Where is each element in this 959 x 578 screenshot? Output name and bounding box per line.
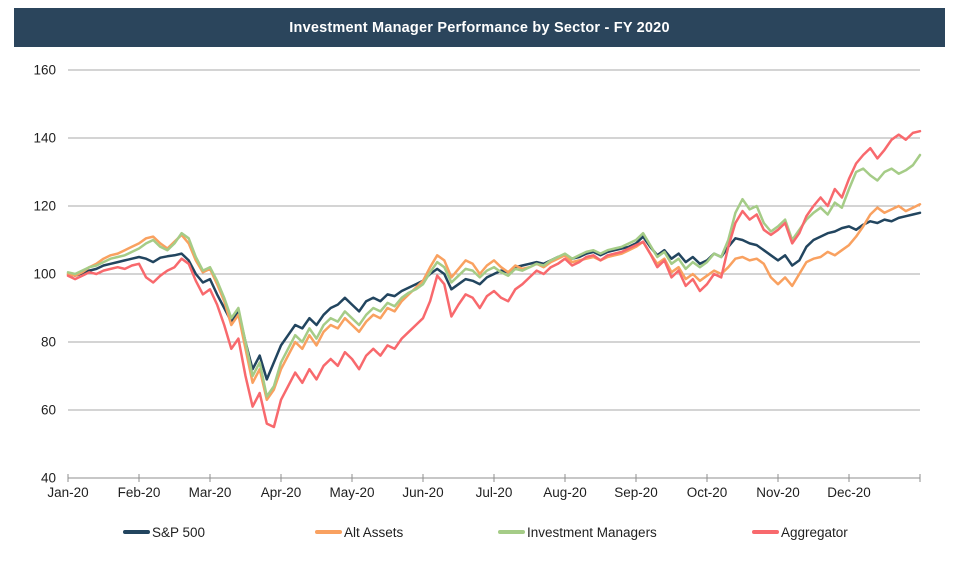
- series-line-investment-managers: [66, 153, 922, 398]
- legend-label: Aggregator: [781, 524, 848, 540]
- x-axis-tick-label: Jan-20: [47, 485, 88, 500]
- chart-title: Investment Manager Performance by Sector…: [289, 19, 670, 36]
- x-axis-tick-label: Sep-20: [614, 485, 658, 500]
- x-axis-tick-label: Mar-20: [189, 485, 232, 500]
- x-axis-tick-label: Feb-20: [118, 485, 161, 500]
- line-chart-plot: 40 60 80 100 120 140 160 Jan-20 Feb-20 Mar-20 Apr-…: [33, 63, 922, 500]
- y-axis-tick-label: 60: [41, 403, 56, 418]
- chart-legend: S&P 500 Alt Assets Investment Managers Aggr…: [0, 521, 959, 545]
- y-axis-tick-label: 120: [33, 199, 56, 214]
- x-axis-tick-label: Jul-20: [476, 485, 513, 500]
- legend-label: Investment Managers: [527, 524, 657, 540]
- legend-swatch: [315, 530, 342, 534]
- legend-item-s-p-500: S&P 500: [123, 521, 205, 543]
- y-axis-tick-label: 100: [33, 267, 56, 282]
- legend-swatch: [123, 530, 150, 534]
- x-axis-tick-label: Oct-20: [687, 485, 728, 500]
- y-axis-tick-label: 80: [41, 335, 56, 350]
- y-axis-tick-label: 140: [33, 131, 56, 146]
- legend-item-investment-managers: Investment Managers: [498, 521, 657, 543]
- series-line-s-p-500: [66, 211, 922, 381]
- chart-title-bar: Investment Manager Performance by Sector…: [14, 8, 945, 47]
- legend-item-alt-assets: Alt Assets: [315, 521, 403, 543]
- x-axis-tick-label: Aug-20: [543, 485, 587, 500]
- x-axis-tick-label: May-20: [329, 485, 374, 500]
- legend-swatch: [752, 530, 779, 534]
- y-axis-tick-label: 40: [41, 471, 56, 486]
- legend-swatch: [498, 530, 525, 534]
- series-line-aggregator: [66, 129, 922, 429]
- x-axis-tick-label: Jun-20: [402, 485, 443, 500]
- legend-label: S&P 500: [152, 524, 206, 540]
- x-axis-tick-label: Apr-20: [261, 485, 302, 500]
- series-line-alt-assets: [66, 203, 922, 402]
- x-axis-tick-label: Dec-20: [827, 485, 871, 500]
- legend-label: Alt Assets: [344, 524, 404, 540]
- x-axis-tick-label: Nov-20: [756, 485, 800, 500]
- legend-item-aggregator: Aggregator: [752, 521, 848, 543]
- y-axis-tick-label: 160: [33, 63, 56, 78]
